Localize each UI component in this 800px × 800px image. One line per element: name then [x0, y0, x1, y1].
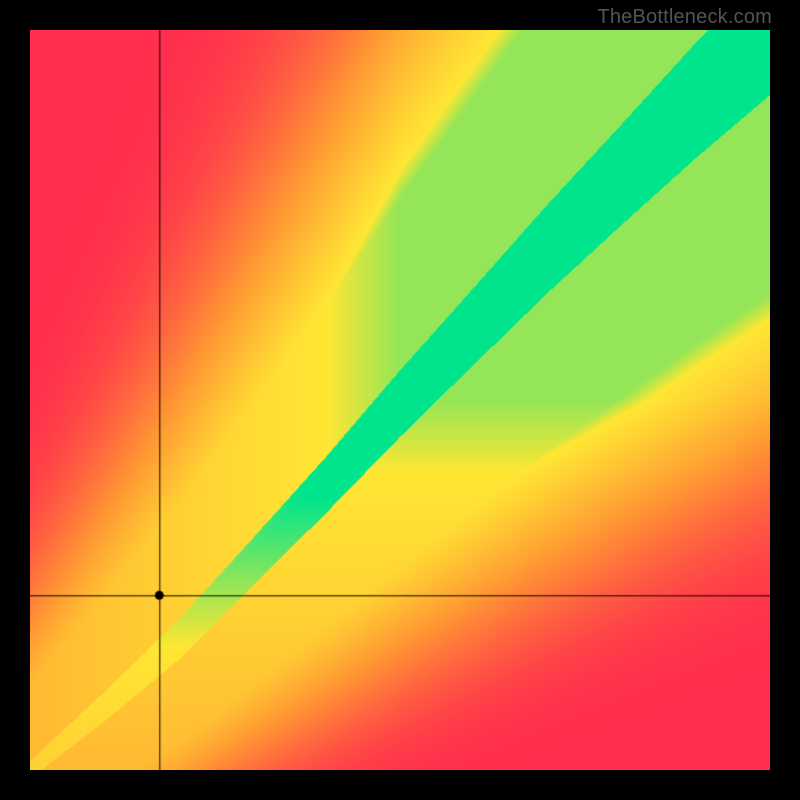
heatmap-plot	[30, 30, 770, 770]
crosshair-overlay	[30, 30, 770, 770]
watermark-text: TheBottleneck.com	[597, 6, 772, 29]
